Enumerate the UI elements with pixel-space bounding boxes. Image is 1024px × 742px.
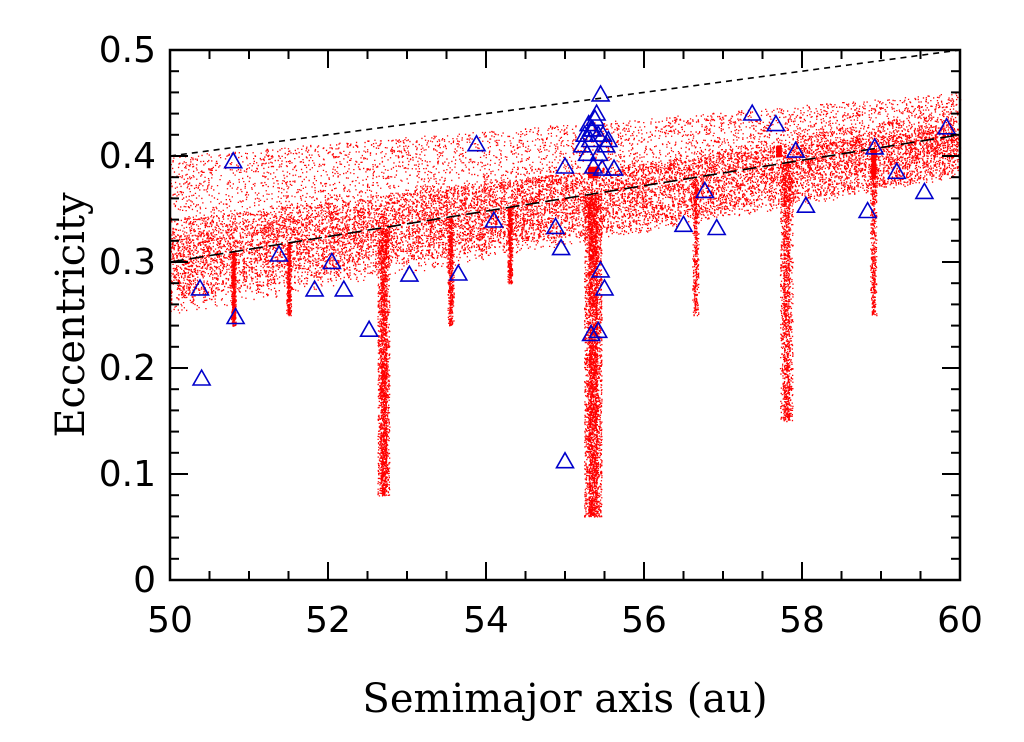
observed-object-marker [581,323,601,342]
y-tick-label: 0.2 [99,348,156,389]
guide-line-1 [169,49,961,157]
y-tick-label: 0.5 [99,30,156,71]
observed-object-marker [269,244,289,262]
x-tick-label: 54 [463,600,509,641]
observed-object-marker [484,210,504,228]
observed-object-marker [785,140,806,158]
observed-object-marker [304,279,325,297]
simulated-particle-cloud [170,93,962,518]
observed-object-marker [191,368,212,386]
observed-object-marker [333,279,354,297]
observed-object-marker [572,135,593,153]
observed-object-marker [914,181,935,200]
observed-object-marker [585,108,605,127]
observed-object-marker [551,238,571,256]
observed-object-marker [322,251,342,270]
y-tick-label: 0 [133,560,156,601]
x-tick-label: 56 [621,600,667,641]
observed-object-marker [694,180,715,199]
observed-object-marker [448,263,469,281]
observed-object-marker [864,137,885,155]
observed-object-marker [766,114,786,132]
axis-ticks: 50 52 54 56 58 60 0 0.1 0.2 0.3 0.4 0.5 [99,30,983,641]
observed-object-marker [604,158,624,176]
observed-object-marker [545,216,566,235]
observed-object-marker [589,143,609,162]
x-tick-label: 50 [147,600,193,641]
observed-object-marker [594,278,615,296]
observed-object-marker [555,156,575,174]
observed-object-marker [580,129,601,148]
observed-object-marker [857,200,878,219]
observed-object-marker [586,103,607,121]
observed-objects [190,84,957,469]
observed-object-marker [359,319,379,338]
guide-lines [169,49,961,263]
observed-object-marker [742,103,763,121]
x-tick-label: 58 [779,600,825,641]
observed-object-marker [588,320,609,339]
y-tick-label: 0.3 [99,242,156,283]
observed-object-marker [583,156,604,174]
y-tick-label: 0.1 [99,454,156,495]
x-tick-label: 52 [305,600,351,641]
observed-object-marker [592,158,612,176]
observed-object-marker [886,161,907,180]
observed-object-marker [399,264,420,282]
observed-object-marker [577,143,597,162]
particle-points [170,93,962,518]
y-axis-title: Eccentricity [48,192,94,438]
guide-line-2 [169,134,961,263]
observed-object-marker [581,119,601,137]
observed-object-marker [706,217,727,236]
x-tick-label: 60 [937,600,983,641]
observed-object-marker [225,306,246,325]
observed-object-marker [796,195,816,213]
y-tick-label: 0.4 [99,136,156,177]
x-axis-title: Semimajor axis (au) [362,676,767,722]
observed-object-marker [223,151,244,169]
observed-object-marker [466,134,487,152]
observed-object-marker [190,278,210,296]
observed-object-marker [598,129,619,148]
observed-object-marker [590,84,611,102]
observed-object-marker [555,451,575,469]
observed-object-marker [673,214,694,233]
observed-object-marker [936,117,957,135]
observed-object-marker [590,260,611,278]
